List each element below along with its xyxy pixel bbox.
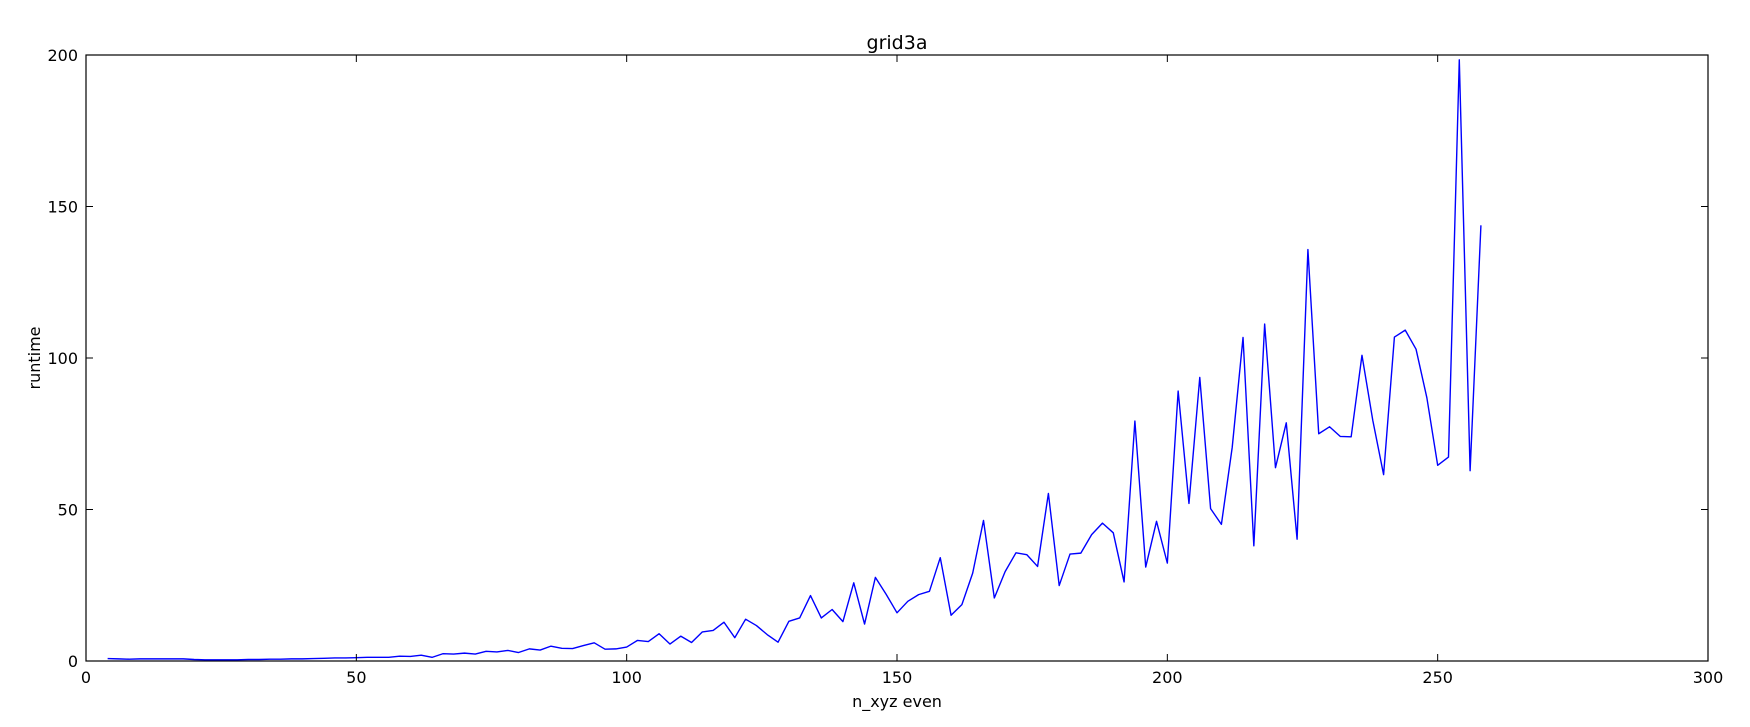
x-axis: 0 50 100 150 200 250 300	[81, 55, 1723, 687]
y-tick-label: 150	[47, 198, 78, 217]
x-tick-label: 300	[1693, 668, 1724, 687]
series-line	[107, 59, 1482, 661]
y-tick-label: 50	[58, 501, 78, 520]
y-tick-label: 200	[47, 46, 78, 65]
y-tick-label: 0	[68, 652, 78, 671]
chart-title: grid3a	[867, 32, 928, 54]
y-axis: 0 50 100 150 200	[47, 46, 1708, 671]
x-axis-title: n_xyz even	[852, 692, 942, 712]
y-axis-title: runtime	[25, 326, 44, 389]
x-tick-label: 150	[882, 668, 913, 687]
plot-area	[85, 54, 1709, 662]
x-tick-label: 100	[611, 668, 642, 687]
x-tick-label: 250	[1422, 668, 1453, 687]
y-tick-label: 100	[47, 349, 78, 368]
x-tick-label: 0	[81, 668, 91, 687]
x-tick-label: 50	[346, 668, 366, 687]
plot-frame	[85, 54, 1709, 662]
x-tick-label: 200	[1152, 668, 1183, 687]
